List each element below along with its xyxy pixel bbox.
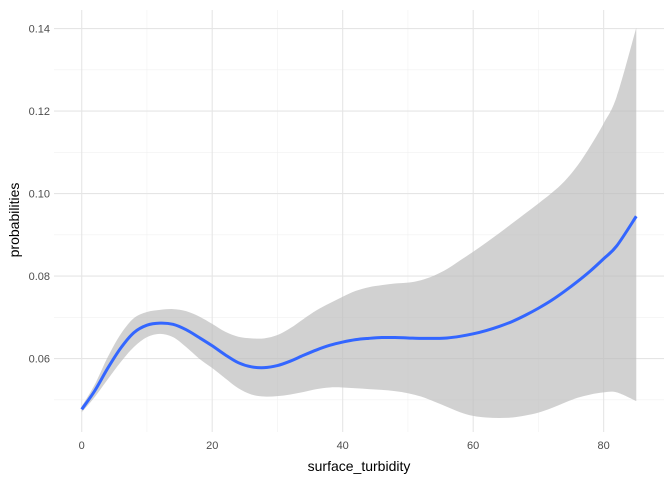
x-tick-label: 40 [337, 440, 349, 452]
confidence-band [81, 27, 637, 418]
confidence-bands [81, 27, 637, 418]
series-lines [80, 215, 638, 411]
y-tick-label: 0.06 [29, 354, 50, 366]
y-tick-label: 0.08 [29, 271, 50, 283]
y-tick-label: 0.10 [29, 189, 50, 201]
y-axis-title: probabilities [6, 183, 22, 258]
x-axis-title: surface_turbidity [308, 458, 411, 474]
y-axis-tick-labels: 0.06 0.08 0.10 0.12 0.14 [29, 24, 50, 366]
x-tick-label: 0 [79, 440, 85, 452]
x-tick-label: 80 [598, 440, 610, 452]
y-tick-label: 0.12 [29, 106, 50, 118]
x-tick-label: 60 [467, 440, 479, 452]
x-tick-label: 20 [206, 440, 218, 452]
smooth-line [80, 215, 638, 411]
x-axis-tick-labels: 0 20 40 60 80 [79, 440, 610, 452]
y-tick-label: 0.14 [29, 24, 50, 36]
